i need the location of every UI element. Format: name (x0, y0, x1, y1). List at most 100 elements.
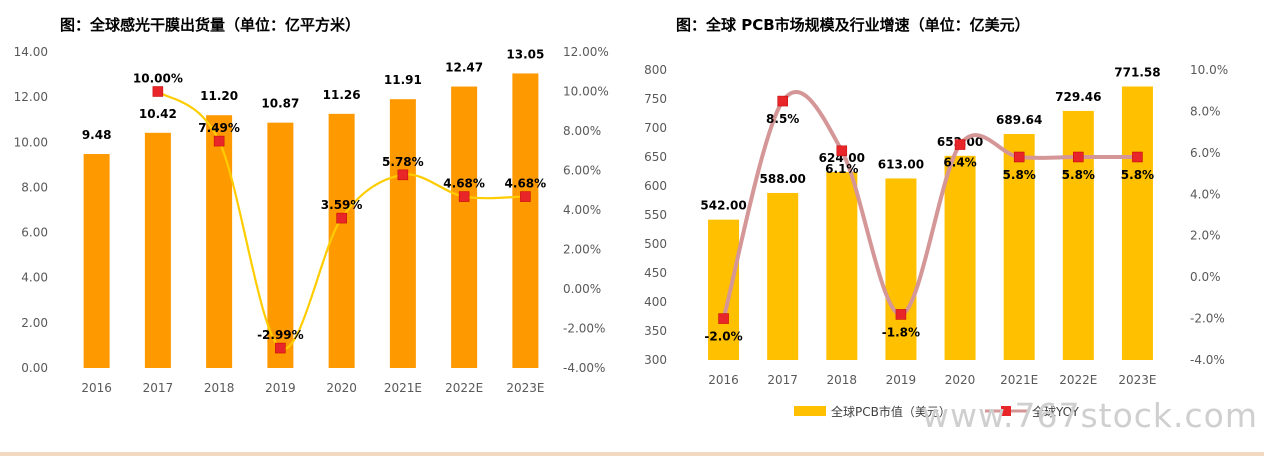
left-x-tick: 2023E (506, 381, 544, 395)
left-x-tick: 2016 (81, 381, 112, 395)
right-bar (944, 155, 976, 360)
right-y-left-tick: 500 (644, 237, 667, 251)
legend-bar-label: 全球PCB市值（美元） (831, 404, 951, 419)
left-bar-label: 10.42 (139, 107, 177, 121)
right-bar-label: 542.00 (700, 199, 746, 213)
right-y-left-tick: 600 (644, 179, 667, 193)
left-line-point (336, 212, 347, 224)
right-line-label: -2.0% (704, 330, 742, 344)
left-line-label: 3.59% (321, 198, 363, 212)
left-line-point (275, 342, 286, 354)
right-bar (1003, 134, 1035, 360)
left-line-label: 5.78% (382, 155, 424, 169)
right-x-tick: 2021E (1000, 373, 1038, 387)
left-bar-label: 11.20 (200, 89, 238, 103)
legend-line-label: 全球YOY (1032, 404, 1079, 419)
right-bar (767, 192, 799, 360)
right-line-label: -1.8% (882, 325, 920, 339)
right-x-tick: 2022E (1059, 373, 1097, 387)
left-bar (512, 73, 539, 368)
right-y-right-tick: 0.0% (1190, 270, 1221, 284)
left-x-tick: 2019 (265, 381, 296, 395)
left-line-point (458, 191, 470, 202)
left-line-point (213, 135, 225, 147)
right-bar (1121, 86, 1153, 361)
bottom-divider (0, 452, 1264, 456)
right-x-tick: 2016 (708, 373, 739, 387)
left-x-tick: 2022E (445, 381, 483, 395)
legend-line-marker (1001, 406, 1011, 416)
right-chart-title: 图：全球 PCB市场规模及行业增速（单位：亿美元） (676, 16, 1030, 34)
left-line-point (152, 86, 164, 97)
left-y-right-tick: -4.00% (563, 361, 605, 375)
right-y-right-tick: -4.0% (1190, 353, 1225, 367)
left-bar (206, 115, 233, 368)
right-y-right-tick: -2.0% (1190, 312, 1225, 326)
right-y-left-tick: 800 (644, 63, 667, 77)
legend-bar-swatch (794, 406, 826, 416)
right-x-tick: 2023E (1118, 373, 1156, 387)
left-y-left-tick: 4.00 (21, 271, 48, 285)
left-y-right-tick: 8.00% (563, 124, 601, 138)
right-y-left-tick: 350 (644, 324, 667, 338)
right-x-tick: 2018 (827, 373, 858, 387)
right-y-left-tick: 650 (644, 150, 667, 164)
left-y-right-tick: 12.00% (563, 45, 609, 59)
right-bar (1062, 110, 1094, 360)
left-y-left-tick: 14.00 (14, 45, 48, 59)
right-bar (885, 178, 917, 360)
right-y-left-tick: 400 (644, 295, 667, 309)
left-bar (389, 99, 416, 368)
left-bar-label: 11.91 (384, 73, 422, 87)
left-line-label: 7.49% (198, 121, 240, 135)
right-line-label: 6.4% (943, 156, 976, 170)
right-bar-label: 729.46 (1055, 90, 1101, 104)
right-line-point (1073, 151, 1084, 163)
right-y-left-tick: 550 (644, 208, 667, 222)
right-y-right-tick: 2.0% (1190, 229, 1221, 243)
right-line-point (954, 139, 966, 150)
right-y-right-tick: 4.0% (1190, 187, 1221, 201)
left-y-left-tick: 8.00 (21, 180, 48, 194)
left-bar (83, 154, 110, 368)
left-line-point (520, 191, 531, 202)
right-bar-label: 588.00 (760, 172, 806, 186)
left-y-right-tick: 0.00% (563, 282, 601, 296)
left-line-label: 10.00% (133, 72, 183, 86)
right-bar-label: 624.00 (819, 151, 865, 165)
right-line-point (895, 309, 907, 320)
right-bar-label: 771.58 (1114, 65, 1160, 79)
left-y-left-tick: 10.00 (14, 135, 48, 149)
left-x-tick: 2017 (143, 381, 174, 395)
left-line-label: 4.68% (505, 177, 547, 191)
right-bar (826, 172, 858, 360)
left-y-left-tick: 6.00 (21, 226, 48, 240)
right-x-tick: 2017 (767, 373, 798, 387)
left-x-tick: 2018 (204, 381, 235, 395)
right-x-tick: 2020 (945, 373, 976, 387)
right-line-point (1132, 151, 1143, 163)
right-bar-label: 613.00 (878, 157, 924, 171)
right-line-point (718, 313, 729, 324)
left-y-left-tick: 12.00 (14, 90, 48, 104)
left-bar (328, 113, 355, 369)
right-y-left-tick: 700 (644, 121, 667, 135)
left-x-tick: 2020 (326, 381, 357, 395)
right-bar (708, 219, 740, 360)
left-chart-title: 图：全球感光干膜出货量（单位：亿平方米） (60, 16, 361, 34)
right-y-right-tick: 8.0% (1190, 104, 1221, 118)
left-y-right-tick: -2.00% (563, 322, 605, 336)
left-line-label: 4.68% (443, 177, 485, 191)
left-bar-label: 13.05 (506, 47, 544, 61)
right-line-label: 5.8% (1062, 168, 1095, 182)
left-bar (267, 122, 294, 368)
right-bar-label: 689.64 (996, 113, 1042, 127)
left-y-left-tick: 2.00 (21, 316, 48, 330)
right-y-left-tick: 300 (644, 353, 667, 367)
left-line-point (397, 169, 409, 181)
right-y-left-tick: 450 (644, 266, 667, 280)
right-line-label: 6.1% (825, 162, 858, 176)
right-line-label: 5.8% (1121, 168, 1154, 182)
right-line-point (777, 95, 788, 107)
